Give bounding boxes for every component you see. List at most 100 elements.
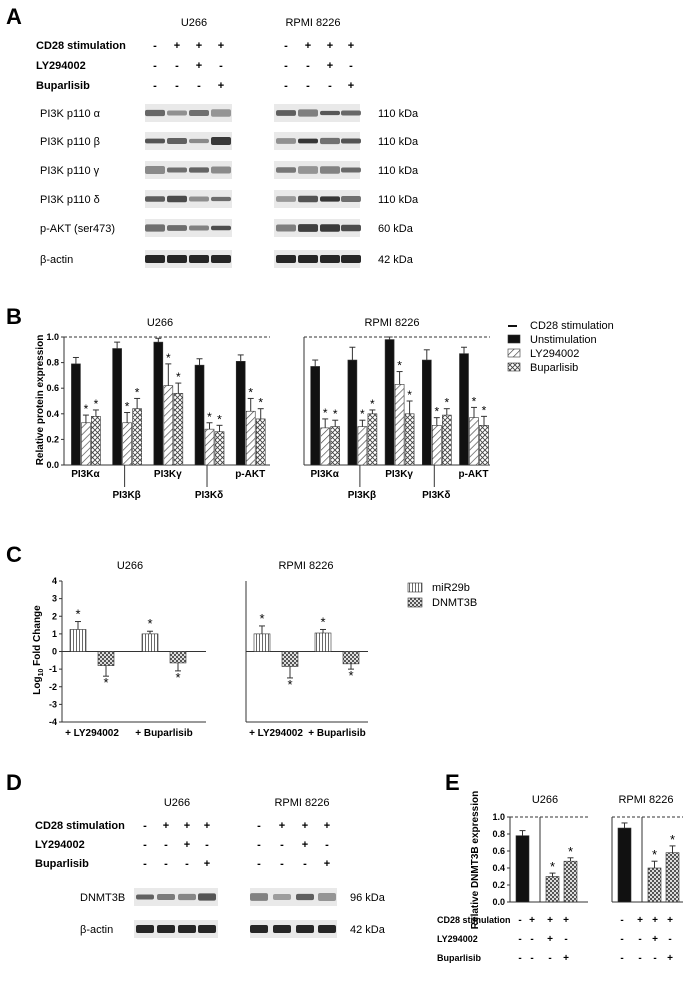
condition-sign: - — [280, 858, 284, 870]
blot-kda: 110 kDa — [378, 136, 419, 148]
y-tick-label: -2 — [49, 682, 57, 692]
condition-sign: + — [652, 934, 658, 945]
significance-star: * — [259, 611, 264, 626]
condition-sign: - — [518, 915, 521, 926]
bar — [665, 852, 680, 903]
significance-star: * — [568, 844, 573, 859]
condition-sign: + — [196, 60, 202, 72]
panel-a: U266 RPMI 8226 CD28 stimulation - + + + - + + + L… — [36, 17, 419, 268]
blot-a-rpmi-title: RPMI 8226 — [285, 17, 340, 29]
legend-label: DNMT3B — [432, 597, 477, 609]
blot-label: PI3K p110 α — [40, 108, 101, 120]
blot-band — [189, 109, 209, 117]
condition-label: LY294002 — [437, 934, 478, 944]
significance-star: * — [360, 407, 365, 421]
condition-sign: - — [175, 80, 179, 92]
condition-sign: - — [284, 40, 288, 52]
bar — [169, 651, 187, 664]
blot-band — [189, 225, 209, 231]
blot-kda: 42 kDa — [378, 254, 414, 266]
blot-band — [211, 137, 231, 145]
chart-e: U266 0.0 0.2 0.4 0.6 0.8 1.0 * * RPMI 8226 * * CD28 … — [437, 794, 683, 964]
condition-sign: + — [324, 858, 330, 870]
condition-sign: + — [174, 40, 180, 52]
blot-label: DNMT3B — [80, 892, 125, 904]
category-label: p-AKT — [458, 469, 488, 480]
blot-band — [318, 893, 336, 901]
blot-label: PI3K p110 δ — [40, 194, 100, 206]
bar — [112, 348, 122, 466]
bar — [394, 384, 405, 466]
blot-label: β-actin — [80, 924, 113, 936]
condition-sign: - — [153, 60, 157, 72]
significance-star: * — [135, 385, 140, 399]
panel-c: Log10 Fold Change U266 -4 -3 -2 -1 0 1 2 3 4 * * + L… — [32, 560, 477, 739]
chart-c-group: U266 -4 -3 -2 -1 0 1 2 3 4 * * + LY294002 * * + Buparli… — [49, 560, 206, 739]
condition-label: LY294002 — [36, 60, 86, 72]
legend-label: Unstimulation — [530, 334, 597, 346]
bar — [431, 425, 442, 466]
significance-star: * — [84, 402, 89, 416]
panel-e: Relative DNMT3B expression U266 0.0 0.2 0.4… — [437, 791, 683, 964]
condition-sign: - — [303, 858, 307, 870]
condition-sign: - — [143, 839, 147, 851]
blot-d-rpmi-title: RPMI 8226 — [274, 797, 329, 809]
blot-band — [211, 255, 231, 263]
y-tick-label: 1.0 — [492, 812, 505, 822]
blot-band — [198, 893, 216, 901]
blot-strip — [145, 161, 232, 179]
condition-sign: - — [153, 40, 157, 52]
blot-band — [276, 110, 296, 116]
category-label: + Buparlisib — [308, 728, 366, 739]
category-label: PI3Kβ — [348, 490, 376, 501]
blot-band — [167, 225, 187, 231]
condition-sign: + — [327, 60, 333, 72]
blot-band — [145, 166, 165, 174]
condition-label: Buparlisib — [36, 80, 90, 92]
blot-band — [341, 224, 361, 232]
significance-star: * — [670, 832, 675, 847]
significance-star: * — [207, 410, 212, 424]
y-tick-label: 1.0 — [46, 332, 59, 342]
blot-band — [178, 893, 196, 901]
condition-sign: + — [196, 40, 202, 52]
bar — [515, 835, 530, 903]
blot-band — [276, 224, 296, 232]
condition-sign: + — [163, 820, 169, 832]
bar — [545, 876, 560, 903]
blot-band — [145, 255, 165, 263]
blot-strip — [274, 161, 360, 179]
blot-band — [189, 196, 209, 202]
bar — [81, 422, 91, 466]
y-tick-label: 0.6 — [492, 846, 505, 856]
condition-sign: + — [529, 915, 535, 926]
bar — [347, 359, 358, 466]
condition-sign: + — [637, 915, 643, 926]
condition-sign: + — [218, 80, 224, 92]
significance-star: * — [370, 397, 375, 411]
blot-band — [189, 255, 209, 263]
blot-band — [341, 167, 361, 173]
blot-band — [320, 255, 340, 263]
condition-sign: - — [328, 80, 332, 92]
bar — [617, 827, 632, 903]
blot-band — [136, 925, 154, 933]
chart-b-group-title: RPMI 8226 — [364, 317, 419, 329]
bar — [91, 416, 101, 466]
condition-sign: - — [668, 934, 671, 945]
bar — [314, 632, 332, 652]
blot-kda: 110 kDa — [378, 165, 419, 177]
condition-sign: + — [204, 858, 210, 870]
blot-band — [167, 167, 187, 173]
bar — [384, 339, 395, 466]
bar — [320, 427, 330, 466]
condition-sign: - — [548, 953, 551, 964]
bar — [479, 425, 489, 466]
bar — [253, 633, 271, 652]
y-tick-label: 0.8 — [46, 358, 59, 368]
bar — [122, 422, 132, 466]
condition-label: Buparlisib — [35, 858, 89, 870]
bar — [235, 361, 246, 466]
bar — [97, 651, 115, 666]
chart-b-group: RPMI 8226 * * PI3Kα * * PI3Kβ * * PI3Kγ * * PI3Kδ * * p… — [303, 317, 490, 501]
